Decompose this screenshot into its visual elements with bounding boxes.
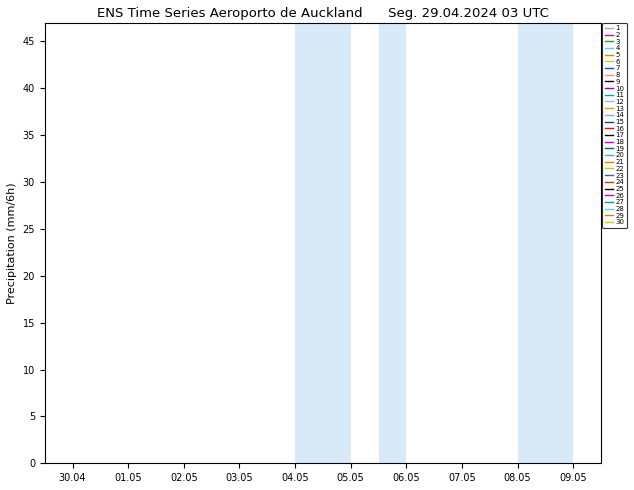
Y-axis label: Precipitation (mm/6h): Precipitation (mm/6h) bbox=[7, 182, 17, 304]
Bar bbox=[295, 23, 351, 464]
Title: ENS Time Series Aeroporto de Auckland      Seg. 29.04.2024 03 UTC: ENS Time Series Aeroporto de Auckland Se… bbox=[97, 7, 549, 20]
Bar bbox=[378, 23, 406, 464]
Legend: 1, 2, 3, 4, 5, 6, 7, 8, 9, 10, 11, 12, 13, 14, 15, 16, 17, 18, 19, 20, 21, 22, 2: 1, 2, 3, 4, 5, 6, 7, 8, 9, 10, 11, 12, 1… bbox=[602, 23, 627, 228]
Bar bbox=[601, 23, 629, 464]
Bar bbox=[517, 23, 573, 464]
